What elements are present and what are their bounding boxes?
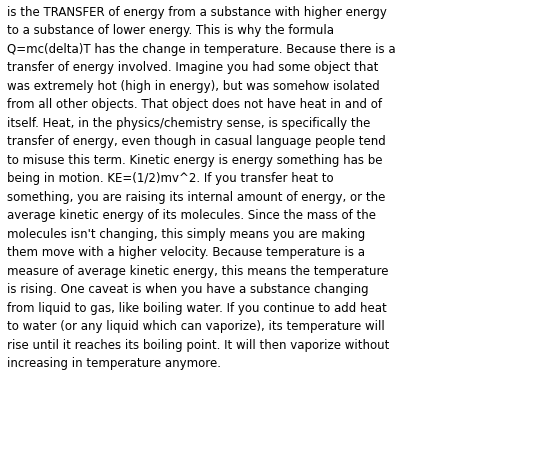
Text: is the TRANSFER of energy from a substance with higher energy
to a substance of : is the TRANSFER of energy from a substan…	[7, 6, 395, 369]
